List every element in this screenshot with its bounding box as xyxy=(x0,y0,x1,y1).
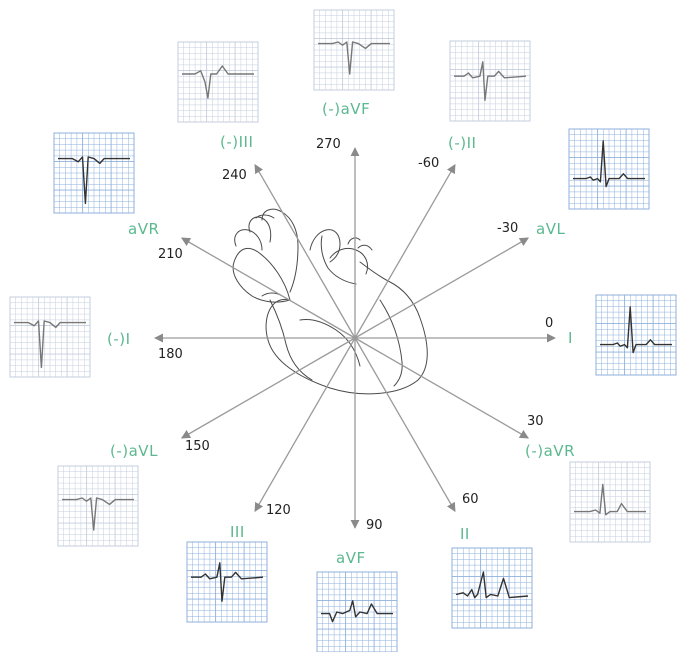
lead-label-avr: aVR xyxy=(128,220,159,238)
degree-label-30: 30 xyxy=(527,414,544,429)
lead-label-neg-avr: (-)aVR xyxy=(525,442,575,460)
lead-label-neg-avl: (-)aVL xyxy=(110,442,158,460)
ecg-strip-neg-avf xyxy=(313,9,395,91)
ecg-trace xyxy=(191,562,264,602)
ecg-trace xyxy=(454,61,527,101)
ecg-strip-iii xyxy=(186,541,268,623)
lead-label-neg-ii: (-)II xyxy=(448,134,476,152)
degree-label-240: 240 xyxy=(222,168,247,183)
degree-label-120: 120 xyxy=(266,503,291,518)
ecg-strip-avf xyxy=(316,571,398,652)
degree-label-150: 150 xyxy=(185,439,210,454)
axis-arrow-120 xyxy=(254,337,356,512)
ecg-trace xyxy=(14,320,86,369)
ecg-strips xyxy=(9,9,677,652)
ecg-trace xyxy=(600,306,672,354)
axis-arrow-150 xyxy=(181,337,356,439)
ecg-strip-avr xyxy=(53,132,135,214)
axis-arrow-minus-30 xyxy=(354,237,529,339)
lead-label-avl: aVL xyxy=(536,220,565,238)
ecg-strip-neg-avl xyxy=(57,465,139,547)
ecg-strip-neg-ii xyxy=(449,40,531,122)
degree-label-minus-30: -30 xyxy=(497,221,518,236)
degree-label-180: 180 xyxy=(158,347,183,362)
lead-label-iii: III xyxy=(230,523,245,541)
degree-label-90: 90 xyxy=(366,518,383,533)
ecg-trace xyxy=(573,140,645,188)
lead-label-avf: aVF xyxy=(336,549,366,567)
ecg-trace xyxy=(62,497,134,531)
ecg-strip-neg-avr xyxy=(569,461,651,543)
ecg-strip-i xyxy=(595,294,677,376)
lead-label-neg-i: (-)I xyxy=(107,330,131,348)
ecg-trace xyxy=(182,65,254,99)
axis-arrow-210 xyxy=(181,237,356,339)
axes xyxy=(154,147,556,529)
axis-arrow-240 xyxy=(254,164,356,339)
axis-arrow-30 xyxy=(354,337,529,439)
ecg-strip-ii xyxy=(451,547,533,629)
degree-labels: 0 30 60 90 120 150 180 210 240 270 -60 -… xyxy=(158,137,553,533)
lead-labels: I (-)aVR II aVF III (-)aVL (-)I aVR (-)I… xyxy=(107,100,575,567)
lead-label-ii: II xyxy=(460,525,470,543)
lead-label-neg-avf: (-)aVF xyxy=(322,100,370,118)
ecg-trace xyxy=(574,483,646,516)
ecg-strip-neg-iii xyxy=(177,41,259,123)
axis-arrow-minus-60 xyxy=(354,164,456,339)
degree-label-minus-60: -60 xyxy=(418,156,439,171)
lead-label-neg-iii: (-)III xyxy=(220,133,253,151)
axis-arrow-60 xyxy=(354,337,456,512)
degree-label-210: 210 xyxy=(158,247,183,262)
heart-illustration xyxy=(232,208,428,395)
ecg-trace xyxy=(455,571,529,599)
ecg-trace xyxy=(321,600,393,623)
lead-label-i: I xyxy=(568,329,573,347)
ecg-trace xyxy=(58,156,130,205)
degree-label-0: 0 xyxy=(545,316,553,331)
degree-label-270: 270 xyxy=(316,137,341,152)
ecg-strip-neg-i xyxy=(9,296,91,378)
degree-label-60: 60 xyxy=(462,492,479,507)
ecg-strip-avl xyxy=(568,128,650,210)
ecg-trace xyxy=(318,41,390,75)
